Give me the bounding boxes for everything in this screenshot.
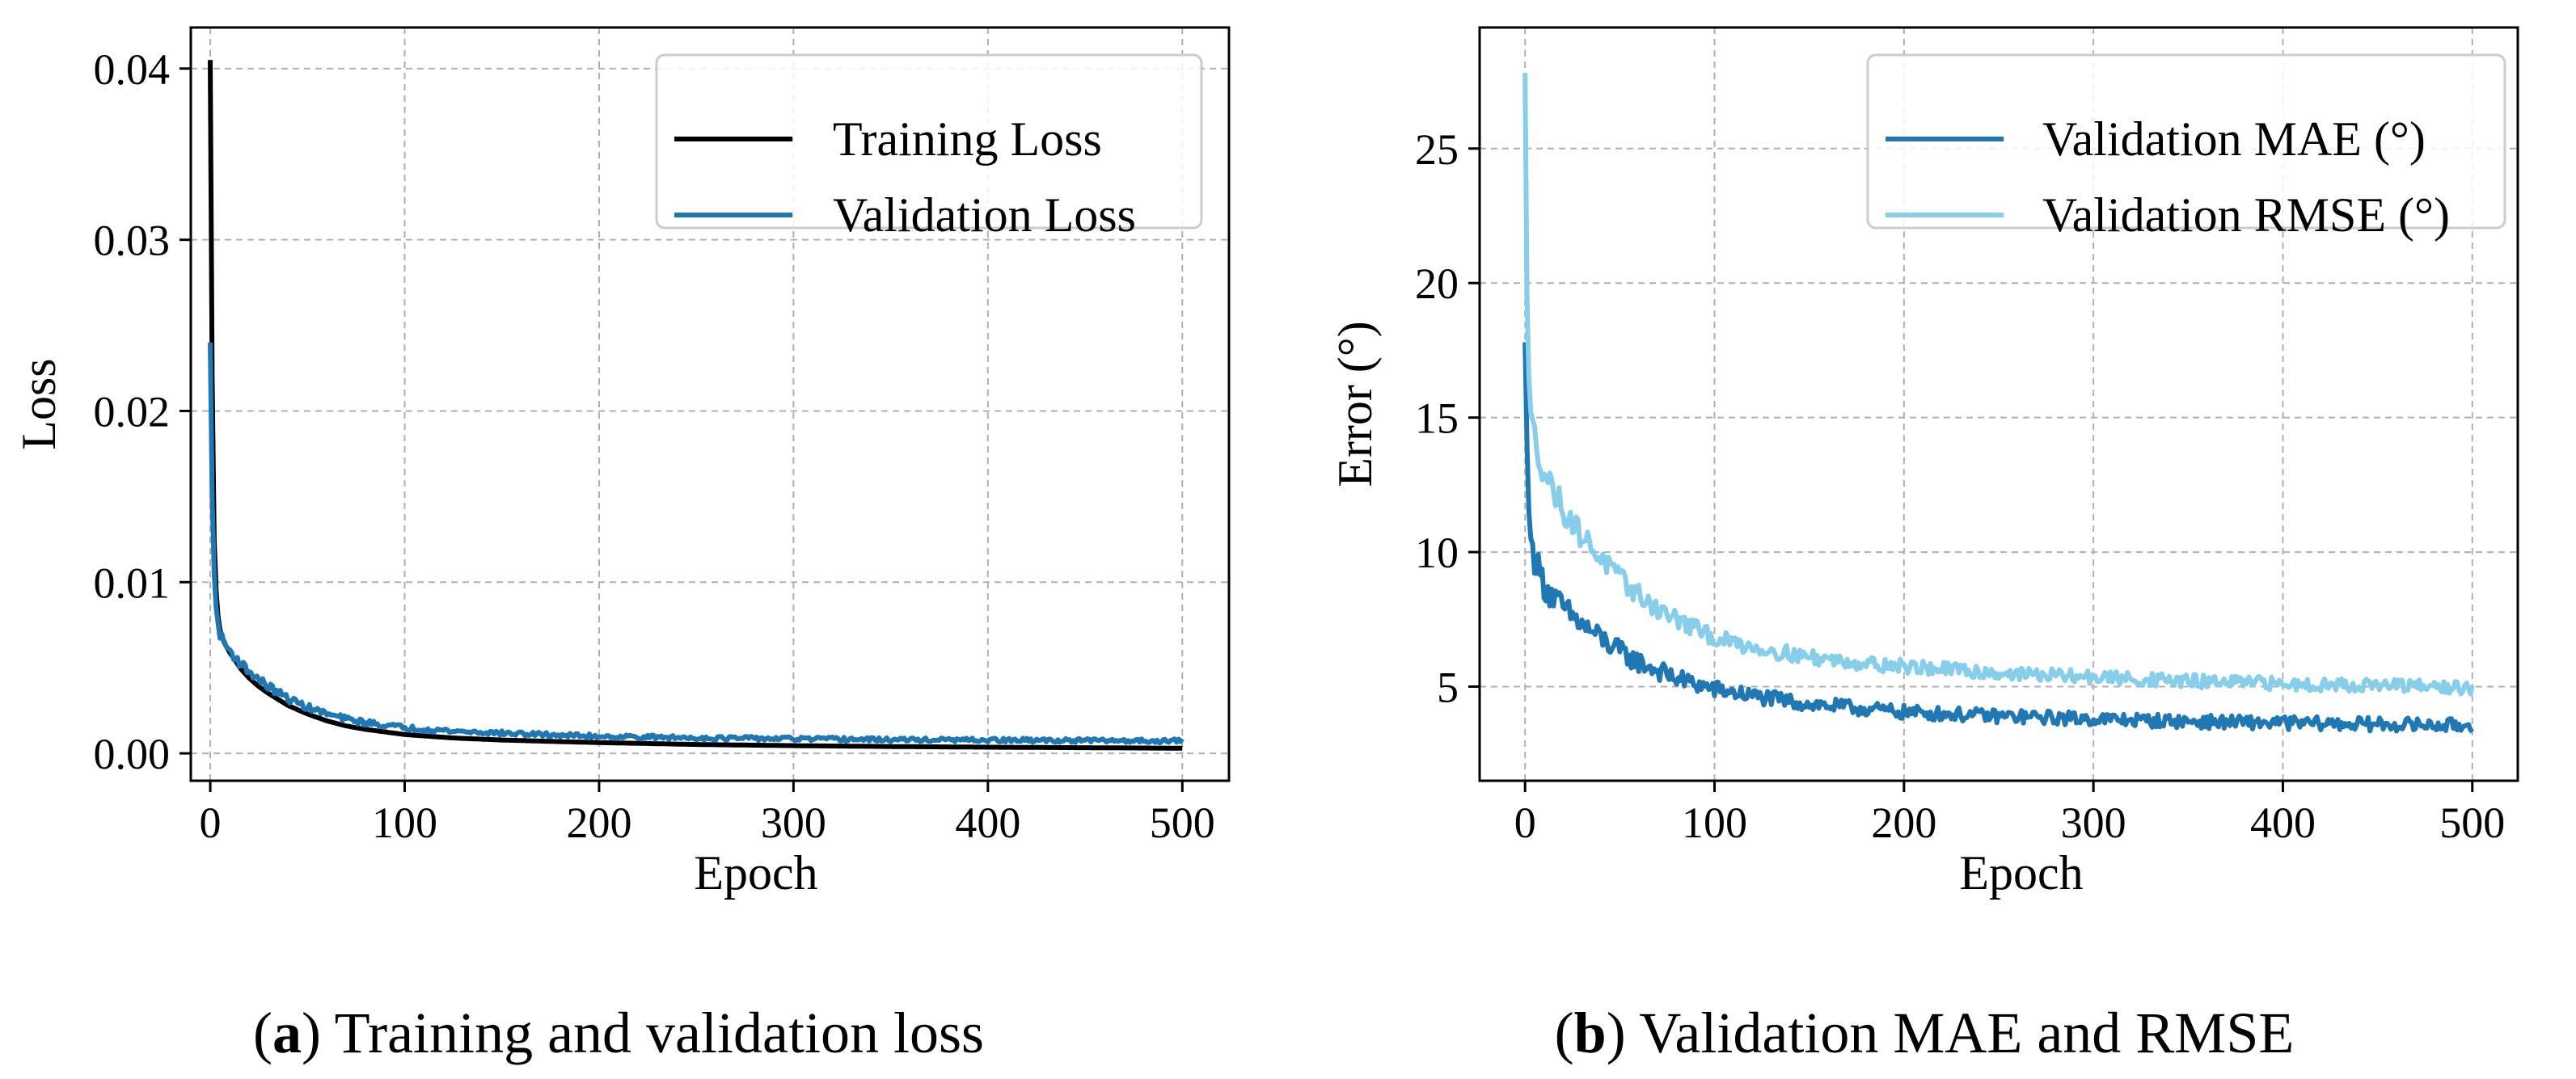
x-tick-label: 0 <box>1514 799 1536 847</box>
chart-a: 0 100 200 300 400 500 0.00 0.01 0.02 0.03 0.04 Ep… <box>12 26 1231 900</box>
chart-b-xlabel: Epoch <box>1959 846 2083 900</box>
series-line-2 <box>1522 73 2475 697</box>
x-tick-label: 300 <box>2061 799 2126 847</box>
caption-b-label: b <box>1574 1001 1607 1065</box>
series-line-1 <box>1522 342 2475 734</box>
chart-a-legend: Training Loss Validation Loss <box>655 53 1203 242</box>
y-tick-label: 0.02 <box>94 387 171 436</box>
x-tick-label: 200 <box>1871 799 1936 847</box>
chart-b-yticks: 5 10 15 20 25 <box>1415 125 1480 712</box>
chart-a-yticks: 0.00 0.01 0.02 0.03 0.04 <box>94 45 191 778</box>
y-tick-label: 25 <box>1415 125 1459 174</box>
series-line-2 <box>208 342 1185 745</box>
x-tick-label: 400 <box>2250 799 2316 847</box>
caption-b: (b) Validation MAE and RMSE <box>1555 1001 2295 1065</box>
x-tick-label: 500 <box>1150 799 1215 847</box>
chart-b-series <box>1522 73 2475 734</box>
chart-a-ylabel: Loss <box>12 358 65 449</box>
chart-a-frame <box>189 26 1231 782</box>
caption-b-text: Validation MAE and RMSE <box>1639 1001 2294 1065</box>
y-tick-label: 0.01 <box>94 558 171 607</box>
chart-b-frame <box>1478 26 2519 782</box>
y-tick-label: 0.00 <box>94 730 171 778</box>
chart-b-ylabel: Error (°) <box>1328 321 1382 487</box>
y-tick-label: 0.03 <box>94 217 171 265</box>
y-tick-label: 10 <box>1415 529 1459 577</box>
chart-b: 0 100 200 300 400 500 5 10 15 20 25 Epoch Error (… <box>1328 26 2519 900</box>
caption-a-label: a <box>272 1001 302 1065</box>
x-tick-label: 300 <box>761 799 826 847</box>
legend-box <box>655 53 1203 230</box>
x-tick-label: 100 <box>372 799 437 847</box>
y-tick-label: 0.04 <box>94 45 171 94</box>
chart-b-xticks: 0 100 200 300 400 500 <box>1514 781 2505 847</box>
y-tick-label: 20 <box>1415 259 1459 308</box>
x-tick-label: 400 <box>955 799 1020 847</box>
caption-a-text: Training and validation loss <box>335 1001 984 1065</box>
caption-a: (a) Training and validation loss <box>253 1001 984 1065</box>
legend-box <box>1866 53 2506 230</box>
x-tick-label: 100 <box>1682 799 1747 847</box>
x-tick-label: 200 <box>566 799 631 847</box>
legend-label: Validation Loss <box>833 188 1136 242</box>
legend-label: Validation RMSE (°) <box>2042 188 2450 242</box>
y-tick-label: 5 <box>1437 664 1459 712</box>
chart-a-xlabel: Epoch <box>694 846 817 900</box>
legend-label: Training Loss <box>833 112 1102 166</box>
chart-a-xticks: 0 100 200 300 400 500 <box>200 781 1215 847</box>
legend-label: Validation MAE (°) <box>2042 112 2426 166</box>
chart-b-legend: Validation MAE (°) Validation RMSE (°) <box>1866 53 2506 242</box>
x-tick-label: 500 <box>2439 799 2505 847</box>
y-tick-label: 15 <box>1415 394 1459 443</box>
chart-a-series <box>208 60 1185 751</box>
x-tick-label: 0 <box>200 799 222 847</box>
series-line-1 <box>208 60 1183 751</box>
